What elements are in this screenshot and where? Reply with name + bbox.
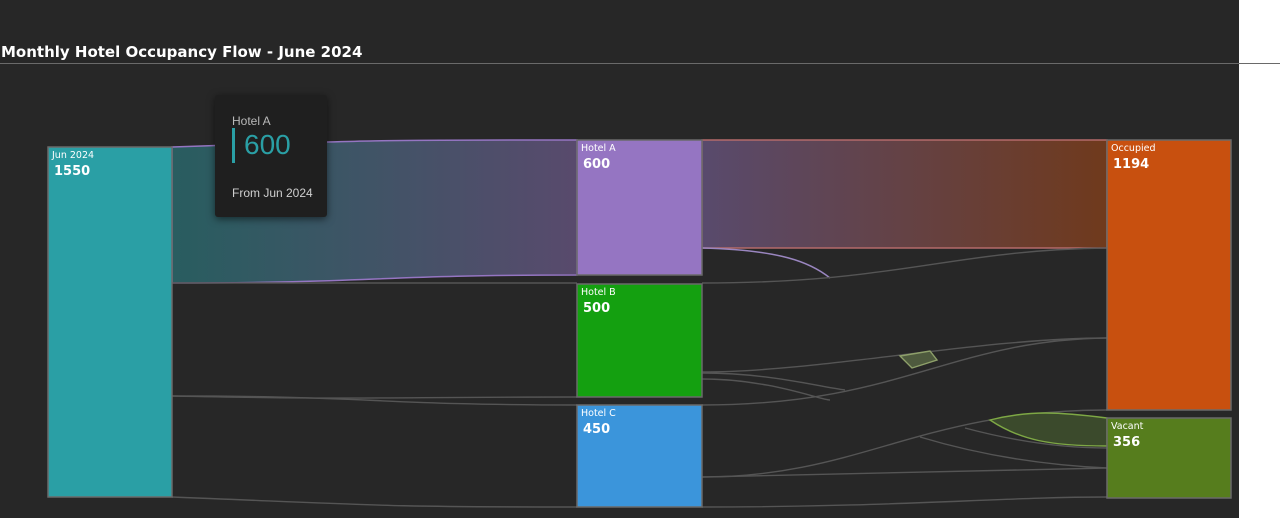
node-value-label: 500	[583, 301, 611, 316]
sankey-link[interactable]	[171, 395, 578, 406]
node-value-label: 450	[583, 422, 611, 437]
node-value-label: 1550	[54, 164, 91, 179]
sankey-link[interactable]	[171, 496, 578, 508]
node-name-label: Hotel B	[581, 287, 616, 298]
sankey-node-c[interactable]	[576, 404, 703, 508]
sankey-link[interactable]	[898, 350, 939, 369]
sankey-link[interactable]	[701, 378, 831, 401]
sankey-chart	[47, 139, 1232, 508]
sankey-node-vac[interactable]	[1106, 417, 1232, 499]
sankey-link[interactable]	[988, 412, 1108, 447]
sankey-node-jun[interactable]	[47, 146, 173, 498]
node-name-label: Occupied	[1111, 143, 1156, 154]
sankey-link[interactable]	[919, 436, 1108, 469]
sankey-link[interactable]	[964, 427, 1108, 449]
tooltip-source: From Jun 2024	[232, 186, 313, 200]
sankey-link[interactable]	[701, 247, 831, 279]
sankey-link[interactable]	[701, 467, 1108, 478]
tooltip-accent-bar	[232, 128, 235, 163]
node-name-label: Hotel A	[581, 143, 616, 154]
sankey-link[interactable]	[701, 337, 1108, 373]
sankey-link[interactable]	[171, 395, 578, 399]
sankey-link[interactable]	[701, 372, 846, 391]
title-divider	[0, 63, 1280, 64]
node-value-label: 1194	[1113, 157, 1150, 172]
sankey-node-a[interactable]	[576, 139, 703, 276]
sankey-node-b[interactable]	[576, 283, 703, 398]
tooltip-value: 600	[244, 129, 291, 160]
tooltip: Hotel A 600 From Jun 2024	[215, 95, 327, 217]
sankey-link[interactable]	[701, 139, 1108, 249]
sankey-link[interactable]	[701, 496, 1108, 508]
node-value-label: 600	[583, 157, 611, 172]
sankey-link[interactable]	[701, 337, 1108, 406]
sankey-node-occ[interactable]	[1106, 139, 1232, 411]
node-name-label: Jun 2024	[52, 150, 95, 161]
node-name-label: Vacant	[1111, 421, 1144, 432]
chart-title: Monthly Hotel Occupancy Flow - June 2024	[1, 43, 363, 61]
node-name-label: Hotel C	[581, 408, 616, 419]
node-value-label: 356	[1113, 435, 1141, 450]
tooltip-node-name: Hotel A	[232, 114, 271, 128]
sankey-link[interactable]	[701, 247, 1108, 284]
